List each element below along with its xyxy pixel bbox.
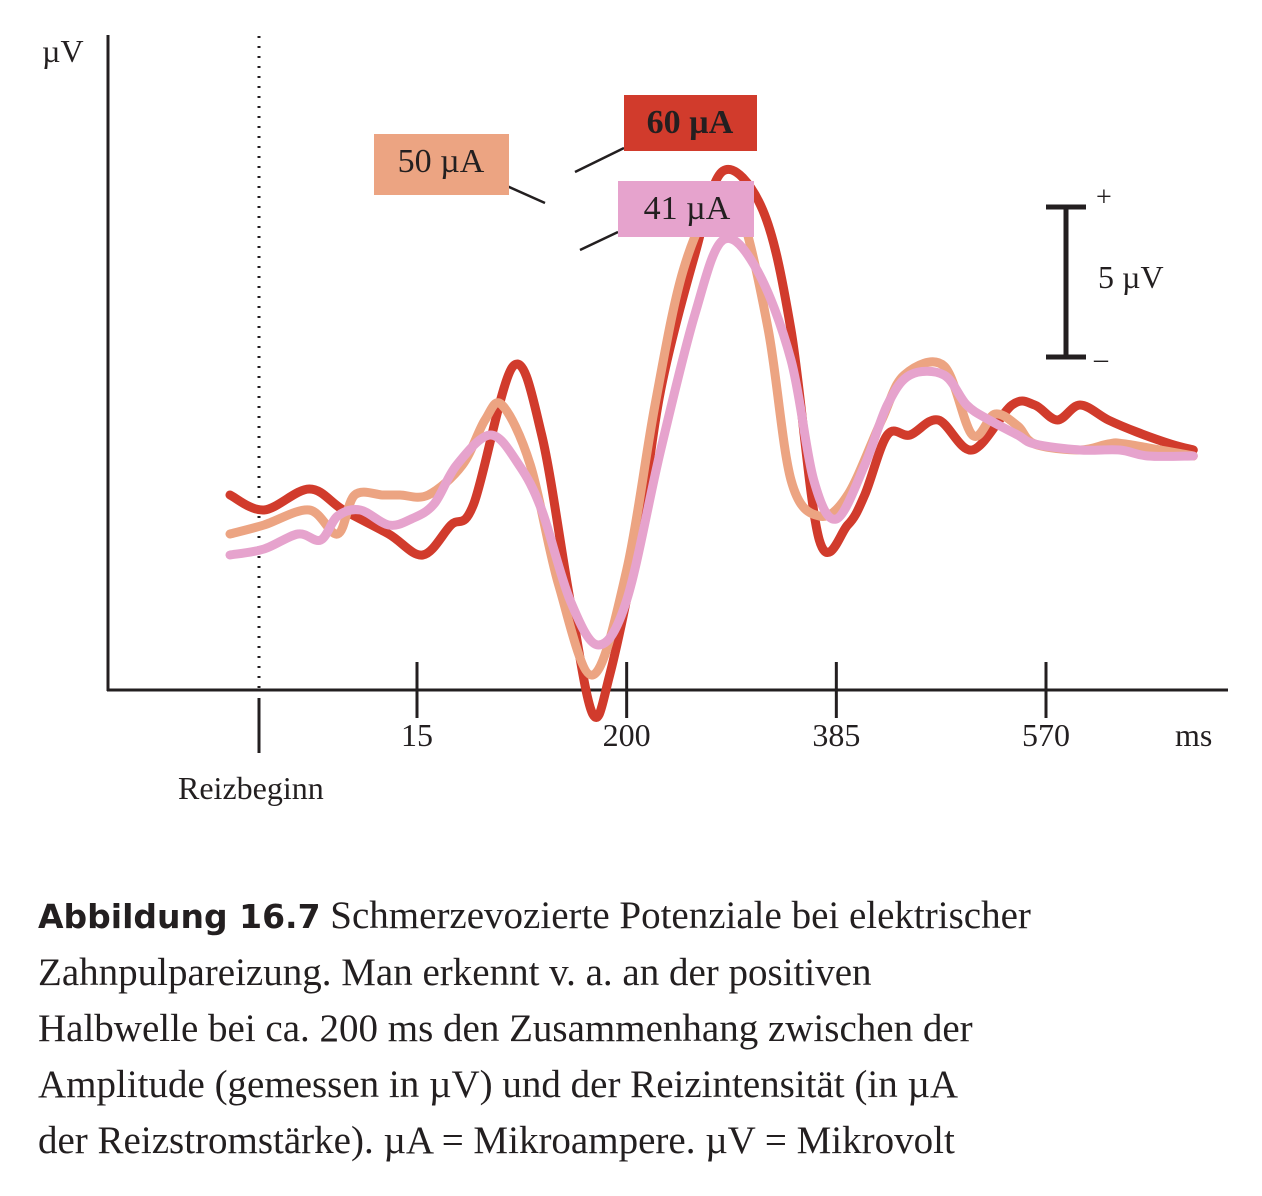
erp-chart: µV ms Reizbeginn 15 200 385 570 60 µA 50…	[42, 33, 1228, 806]
figure-caption: Abbildung 16.7 Schmerzevozierte Potenzia…	[38, 888, 1238, 1169]
x-axis-unit-label: ms	[1175, 717, 1212, 753]
caption-line-3: Halbwelle bei ca. 200 ms den Zusammenhan…	[38, 1007, 973, 1050]
legend-label-50uA: 50 µA	[398, 143, 485, 180]
caption-line-4: Amplitude (gemessen in µV) und der Reizi…	[38, 1063, 959, 1106]
x-tick-label-570: 570	[1022, 717, 1070, 753]
caption-text-1: Schmerzevozierte Potenziale bei elektris…	[330, 894, 1031, 937]
legend-label-60uA: 60 µA	[647, 104, 734, 141]
leader-line-41uA	[579, 230, 619, 252]
legend-label-41uA: 41 µA	[644, 190, 731, 227]
scale-bar-plus: +	[1096, 182, 1112, 213]
caption-line-1: Abbildung 16.7 Schmerzevozierte Potenzia…	[38, 888, 1238, 945]
legend-box-60uA	[624, 95, 757, 151]
caption-line-5: der Reizstromstärke). µA = Mikroampere. …	[38, 1119, 955, 1162]
leader-line-60uA	[574, 146, 625, 174]
caption-line-2: Zahnpulpareizung. Man erkennt v. a. an d…	[38, 951, 872, 994]
y-axis-label: µV	[42, 33, 84, 69]
scale-bar: + – 5 µV	[1046, 182, 1164, 375]
caption-label: Abbildung 16.7	[38, 897, 321, 936]
x-tick-label-200: 200	[603, 717, 651, 753]
series-line-50uA	[225, 185, 1198, 680]
series-line-60uA	[225, 165, 1198, 722]
x-tick-label-385: 385	[812, 717, 860, 753]
x-tick-label-15: 15	[401, 717, 433, 753]
series-line-41uA	[225, 233, 1198, 650]
stimulus-label: Reizbeginn	[178, 770, 324, 806]
scale-bar-minus: –	[1093, 344, 1109, 375]
scale-bar-label: 5 µV	[1098, 259, 1164, 295]
legend-box-50uA	[374, 134, 509, 195]
legend-box-41uA	[618, 181, 754, 237]
